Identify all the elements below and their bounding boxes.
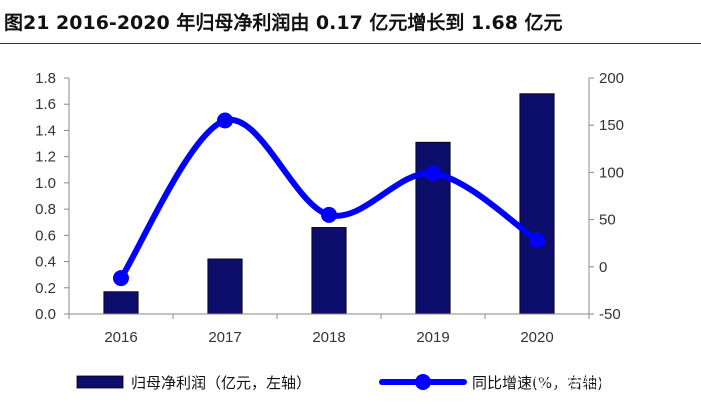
- x-tick-label: 2020: [520, 329, 553, 346]
- watermark-text: 知乎 @未来智库: [534, 374, 636, 391]
- legend-line-label: 同比增速(%，右轴): [472, 374, 603, 392]
- y-left-tick-label: 0.6: [35, 227, 56, 244]
- legend-line-marker: [415, 374, 431, 390]
- line-series: [113, 112, 545, 287]
- y-right-tick-label: 50: [599, 212, 616, 229]
- legend-bar-label: 归母净利润（亿元，左轴）: [131, 374, 311, 392]
- y-right-tick-label: -50: [599, 306, 621, 323]
- y-left-tick-label: 1.4: [35, 122, 56, 139]
- title-divider: [0, 43, 701, 44]
- x-tick-label: 2019: [416, 329, 449, 346]
- axes: 0.0 0.2 0.4 0.6 0.8 1.0 1.2 1.4 1.6 1.8 -50 0 50 100 1…: [35, 70, 624, 346]
- growth-point-2020: [529, 232, 545, 249]
- y-right-tick-label: 100: [599, 164, 624, 181]
- chart-title: 图21 2016-2020 年归母净利润由 0.17 亿元增长到 1.68 亿元: [4, 12, 563, 34]
- legend: 归母净利润（亿元，左轴） 同比增速(%，右轴)知乎 @未来智库: [76, 374, 636, 392]
- bar-2016: [103, 291, 139, 315]
- y-right-tick-label: 150: [599, 117, 624, 134]
- bar-2018: [311, 227, 347, 315]
- y-left-tick-label: 1.8: [35, 70, 56, 87]
- growth-point-2018: [321, 206, 337, 223]
- x-tick-label: 2017: [208, 329, 241, 346]
- y-left-tick-label: 0.4: [35, 254, 56, 271]
- y-left-tick-label: 0.2: [35, 280, 56, 297]
- y-left-tick-label: 1.0: [35, 175, 56, 192]
- y-left-tick-label: 0.0: [35, 306, 56, 323]
- bar-2020: [519, 93, 555, 315]
- y-left-tick-label: 1.6: [35, 96, 56, 113]
- growth-line: [118, 116, 540, 282]
- growth-point-2019: [425, 165, 441, 182]
- x-tick-label: 2018: [312, 329, 345, 346]
- x-tick-label: 2016: [104, 329, 137, 346]
- growth-point-2016: [113, 270, 129, 287]
- y-right-tick-label: 0: [599, 259, 607, 276]
- bar-2017: [207, 258, 243, 315]
- y-left-tick-label: 1.2: [35, 149, 56, 166]
- growth-point-2017: [217, 112, 233, 129]
- y-right-tick-label: 200: [599, 70, 624, 87]
- legend-bar-swatch: [76, 375, 124, 389]
- y-left-tick-label: 0.8: [35, 201, 56, 218]
